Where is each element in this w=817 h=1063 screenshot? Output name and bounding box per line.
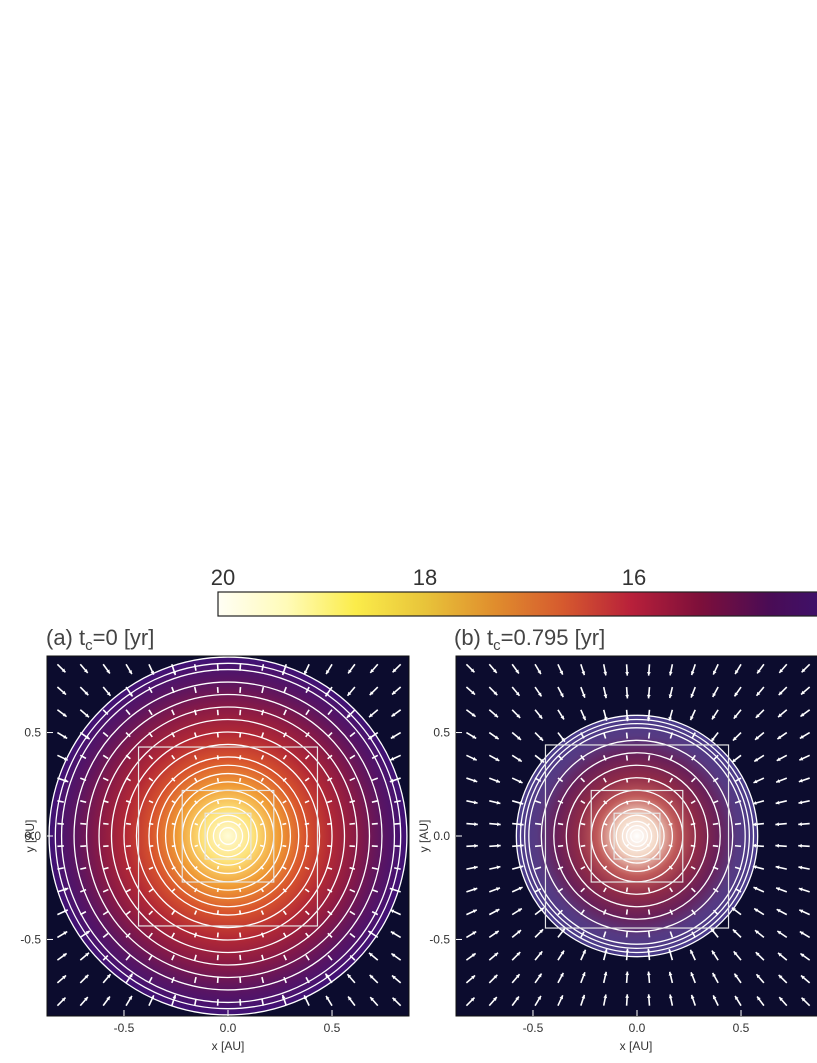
colorbar-tick-label: 18	[413, 565, 437, 590]
velocity-arrow	[627, 755, 628, 760]
y-tick-label: 0.0	[433, 829, 450, 843]
colorbar-gradient	[218, 592, 817, 616]
y-tick-label: 0.5	[433, 726, 450, 740]
density-disk	[516, 715, 757, 956]
velocity-arrow	[260, 845, 263, 846]
velocity-arrow	[604, 845, 608, 846]
panel-a-title: (a) tc=0 [yr]	[46, 625, 154, 654]
y-tick-label: -0.5	[429, 932, 450, 946]
velocity-arrow	[649, 888, 650, 892]
panel-a-xlabel: x [AU]	[212, 1039, 245, 1053]
velocity-arrow	[282, 824, 286, 825]
panel-a-time: =0 [yr]	[93, 625, 155, 650]
velocity-arrow	[649, 931, 650, 937]
x-tick-label: -0.5	[523, 1021, 544, 1035]
x-tick-label: 0.0	[629, 1021, 646, 1035]
velocity-arrow	[282, 846, 286, 847]
velocity-arrow	[239, 866, 240, 869]
velocity-arrow	[240, 977, 241, 983]
x-tick-label: 0.0	[220, 1021, 237, 1035]
velocity-arrow	[735, 824, 741, 825]
velocity-arrow	[627, 887, 628, 891]
velocity-arrow	[103, 824, 108, 825]
velocity-arrow	[627, 931, 628, 937]
velocity-arrow	[240, 710, 241, 715]
velocity-arrow	[627, 866, 628, 870]
velocity-arrow	[126, 824, 131, 825]
velocity-arrow	[581, 846, 585, 847]
x-tick-label: 0.5	[324, 1021, 341, 1035]
velocity-arrow	[581, 824, 585, 825]
velocity-arrow	[558, 846, 563, 847]
x-tick-label: 0.5	[733, 1021, 750, 1035]
velocity-arrow	[240, 778, 241, 782]
velocity-arrow	[535, 846, 541, 847]
velocity-arrow	[535, 824, 541, 825]
velocity-arrow	[349, 824, 354, 825]
velocity-arrow	[627, 909, 628, 914]
velocity-arrow	[649, 733, 650, 739]
panel-clipped-content	[49, 657, 407, 1015]
velocity-arrow	[649, 755, 650, 760]
panel-b-plot-area: -0.5 0.0 0.5 0.5 0.0 -0.5	[429, 656, 817, 1035]
y-tick-label: -0.5	[20, 932, 41, 946]
panel-a-label: (a) t	[46, 625, 85, 650]
x-tick-label: -0.5	[114, 1021, 135, 1035]
velocity-arrow	[240, 933, 241, 938]
panel-b-title: (b) tc=0.795 [yr]	[454, 625, 605, 654]
velocity-arrow	[218, 866, 219, 869]
velocity-arrow	[713, 846, 718, 847]
velocity-arrow	[195, 845, 198, 846]
panel-b-xlabel: x [AU]	[620, 1039, 653, 1053]
colorbar-tick-labels: 20 18 16	[211, 565, 646, 590]
velocity-arrow	[218, 778, 219, 782]
y-tick-label: 0.5	[24, 726, 41, 740]
colorbar: 20 18 16	[211, 565, 817, 616]
velocity-arrow	[195, 824, 198, 825]
panel-b-label: (b) t	[454, 625, 493, 650]
velocity-arrow	[240, 955, 241, 960]
colorbar-tick-label: 16	[622, 565, 646, 590]
velocity-arrow	[627, 733, 628, 739]
velocity-arrow	[735, 846, 741, 847]
panel-clipped-content	[466, 664, 809, 1005]
colorbar-tick-label: 20	[211, 565, 235, 590]
panel-b-time: =0.795 [yr]	[501, 625, 606, 650]
panel-a-ylabel: y [AU]	[23, 820, 37, 853]
velocity-arrow	[649, 909, 650, 914]
panel-b: (b) tc=0.795 [yr] -0.5 0.0 0.5 0.5 0.0 -0.5 y…	[417, 625, 817, 1053]
velocity-arrow	[218, 801, 219, 804]
velocity-arrow	[558, 824, 563, 825]
panel-b-ylabel: y [AU]	[417, 820, 431, 853]
velocity-arrow	[713, 824, 718, 825]
